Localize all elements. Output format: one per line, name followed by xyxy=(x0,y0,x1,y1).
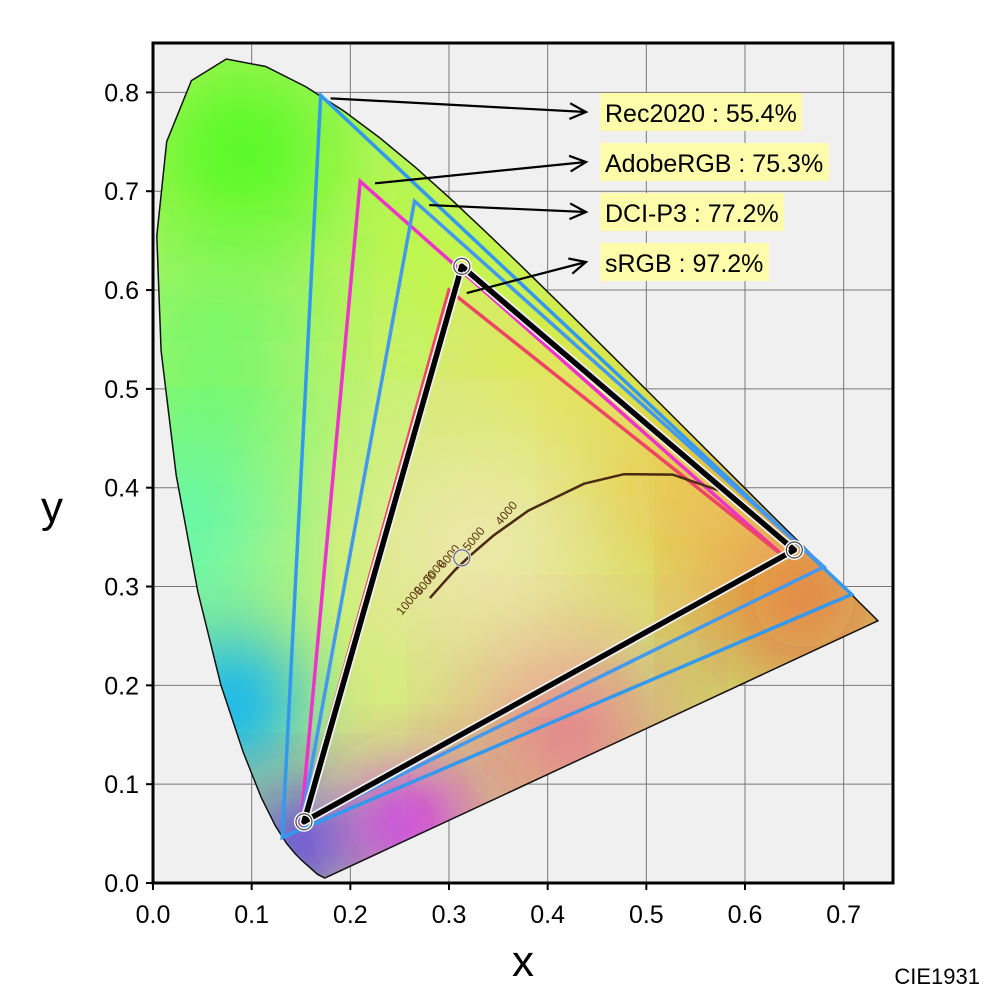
primary-marker xyxy=(295,813,313,831)
legend-item: Rec2020 : 55.4% xyxy=(600,93,802,131)
x-axis-title: x xyxy=(512,937,534,986)
legend-arrow-head xyxy=(568,257,589,275)
y-tick-label: 0.2 xyxy=(104,672,139,700)
legend-label: sRGB : 97.2% xyxy=(605,250,763,278)
y-tick-label: 0.5 xyxy=(104,376,139,404)
legend-arrows xyxy=(330,97,589,295)
legend-box xyxy=(600,193,784,231)
legend-arrow-head xyxy=(569,202,589,221)
legend-arrow-head xyxy=(568,102,589,120)
legend-box xyxy=(600,93,802,131)
legend-item: DCI-P3 : 77.2% xyxy=(600,193,784,231)
legend-arrow-line xyxy=(330,97,587,114)
legend-box xyxy=(600,143,829,181)
locus-color-blob xyxy=(156,289,293,450)
legend: Rec2020 : 55.4% AdobeRGB : 75.3% DCI-P3 : … xyxy=(600,93,829,281)
primary-marker xyxy=(453,257,471,275)
spectral-locus-outline xyxy=(156,58,880,879)
locus-color-blob xyxy=(156,59,337,247)
x-tick-label: 0.0 xyxy=(136,901,171,929)
x-tick-label: 0.4 xyxy=(530,901,565,929)
measured-gamut-triangle xyxy=(301,263,798,825)
y-tick-label: 0.1 xyxy=(104,771,139,799)
legend-box xyxy=(600,243,769,281)
y-tick-label: 0.4 xyxy=(104,475,139,503)
x-tick-label: 0.3 xyxy=(432,901,467,929)
axis-ticks: 0.0 0.1 0.2 0.3 0.4 0.5 0.6 0.7 0.0 0.1 0.2 0.3 0.4 0… xyxy=(104,79,861,929)
legend-arrow-head xyxy=(568,154,589,173)
cie-note: CIE1931 xyxy=(894,964,980,989)
y-tick-label: 0.7 xyxy=(104,178,139,206)
x-tick-label: 0.1 xyxy=(234,901,269,929)
y-tick-label: 0.6 xyxy=(104,277,139,305)
measured-gamut xyxy=(293,256,805,832)
x-tick-label: 0.6 xyxy=(728,901,763,929)
gamut-triangle-rec2020 xyxy=(280,91,855,841)
gamut-triangle-dci-p3 xyxy=(298,197,828,827)
legend-arrow-line xyxy=(374,160,587,185)
x-tick-label: 0.2 xyxy=(333,901,368,929)
white-point-ring xyxy=(453,549,471,567)
legend-item: AdobeRGB : 75.3% xyxy=(600,143,829,181)
legend-label: DCI-P3 : 77.2% xyxy=(605,200,779,228)
y-tick-label: 0.3 xyxy=(104,574,139,602)
y-tick-label: 0.8 xyxy=(104,79,139,107)
legend-arrow-line xyxy=(466,260,587,295)
planckian-curve xyxy=(428,472,732,599)
legend-label: AdobeRGB : 75.3% xyxy=(605,150,823,178)
plot-frame xyxy=(151,41,895,885)
y-axis-title: y xyxy=(41,483,63,532)
legend-label: Rec2020 : 55.4% xyxy=(605,100,797,128)
legend-arrow-line xyxy=(429,203,587,214)
primary-marker xyxy=(785,541,803,559)
y-tick-label: 0.0 xyxy=(104,870,139,898)
x-tick-label: 0.5 xyxy=(629,901,664,929)
x-tick-label: 0.7 xyxy=(826,901,861,929)
legend-item: sRGB : 97.2% xyxy=(600,243,769,281)
